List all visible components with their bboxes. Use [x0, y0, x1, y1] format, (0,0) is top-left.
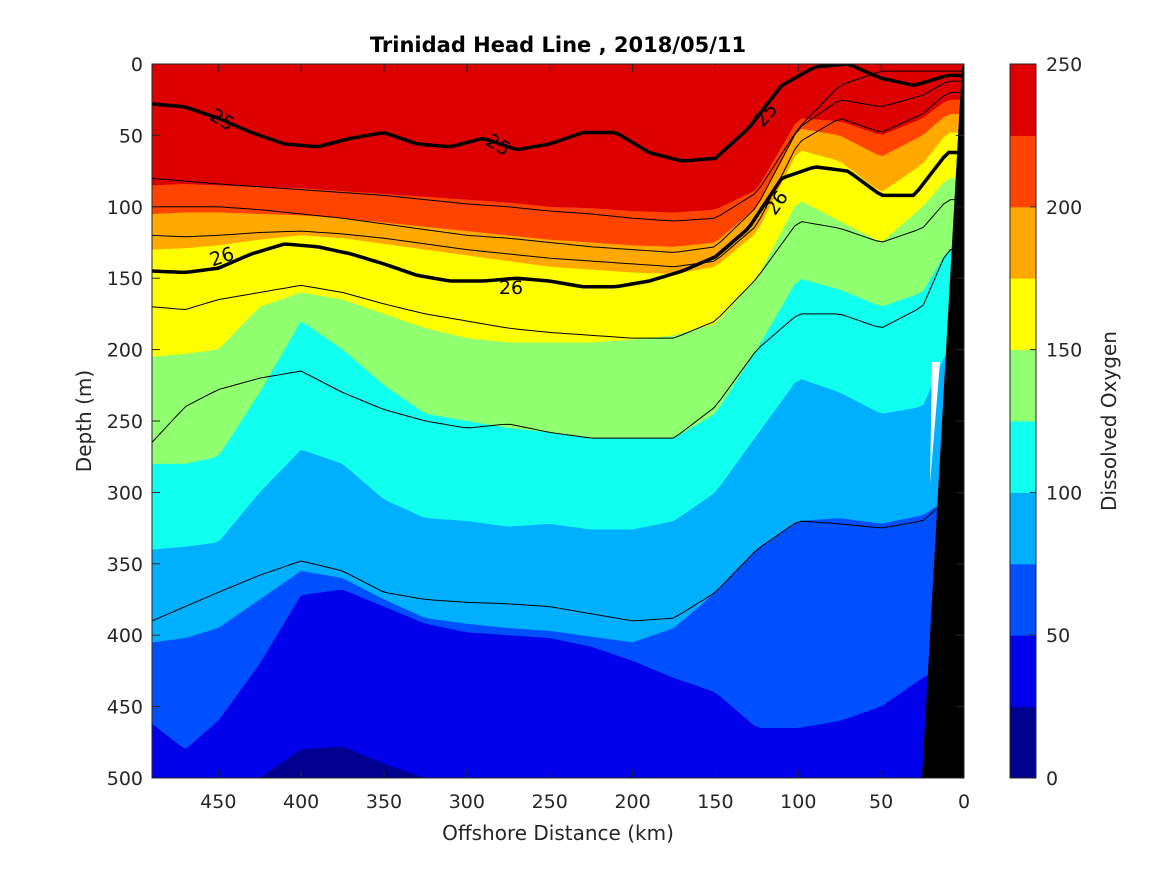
x-tick-label: 300 [449, 791, 485, 813]
oxygen-band-0 [152, 746, 964, 778]
chart-title: Trinidad Head Line , 2018/05/11 [370, 33, 746, 57]
colorbar-tick-label: 50 [1046, 625, 1070, 647]
y-tick-label: 50 [119, 125, 143, 147]
thin-density-contour-5 [152, 499, 964, 622]
thin-density-contours [152, 70, 964, 622]
bottom-topography [922, 66, 964, 778]
colorbar-frame [1009, 63, 1037, 779]
oxygen-bands [152, 64, 964, 778]
colorbar-segment-125 [1010, 349, 1036, 422]
y-tick-label: 450 [107, 697, 143, 719]
colorbar-segment-0 [1010, 706, 1036, 779]
colorbar-segment-225 [1010, 64, 1036, 136]
colorbar-segment-175 [1010, 206, 1036, 279]
x-tick-label: 50 [869, 791, 893, 813]
colorbar-label: Dissolved Oxygen [1097, 331, 1121, 511]
colorbar [1009, 63, 1037, 779]
density-contour-26 [152, 150, 964, 289]
x-tick-label: 400 [283, 791, 319, 813]
colorbar-tick-label: 150 [1046, 340, 1082, 362]
colorbar-segment-100 [1010, 421, 1036, 493]
colorbar-segment-50 [1010, 563, 1036, 636]
x-tick-label: 350 [366, 791, 402, 813]
x-tick-label: 200 [614, 791, 650, 813]
thin-density-contour-2 [152, 92, 964, 268]
thin-density-contour-1 [152, 80, 964, 253]
oxygen-band-25 [152, 589, 964, 778]
thin-density-contour-0 [152, 70, 964, 222]
x-tick-label: 150 [697, 791, 733, 813]
colorbar-segment-75 [1010, 492, 1036, 565]
plot-area [152, 64, 964, 778]
x-tick-label: 0 [958, 791, 970, 813]
topography-gap [930, 362, 940, 484]
y-tick-label: 250 [107, 411, 143, 433]
colorbar-tick-label: 250 [1046, 54, 1082, 76]
x-tick-label: 250 [532, 791, 568, 813]
x-tick-label: 450 [200, 791, 236, 813]
y-tick-label: 100 [107, 197, 143, 219]
y-tick-label: 300 [107, 482, 143, 504]
x-axis-ticks: 450 400 350 300 250 200 150 100 50 0 [200, 64, 970, 813]
y-axis-ticks: 0 50 100 150 200 250 300 350 400 450 500 [107, 54, 964, 790]
y-tick-label: 200 [107, 340, 143, 362]
colorbar-tick-label: 100 [1046, 482, 1082, 504]
y-tick-label: 400 [107, 625, 143, 647]
colorbar-tick-label: 200 [1046, 197, 1082, 219]
y-tick-label: 500 [107, 768, 143, 790]
thin-density-contour-3 [152, 199, 964, 339]
y-axis-label: Depth (m) [72, 370, 96, 472]
contour-label-26-1: 26 [499, 277, 523, 299]
thin-density-contour-4 [152, 249, 964, 443]
y-tick-label: 0 [131, 54, 143, 76]
colorbar-ticks: 0 50 100 150 200 250 [1030, 54, 1082, 790]
colorbar-segment-200 [1010, 135, 1036, 208]
colorbar-segment-25 [1010, 635, 1036, 708]
x-axis-label: Offshore Distance (km) [442, 821, 674, 845]
y-tick-label: 150 [107, 268, 143, 290]
labeled-density-contours [152, 64, 964, 289]
colorbar-tick-label: 0 [1046, 768, 1058, 790]
density-contour-25 [152, 64, 964, 163]
colorbar-segment-150 [1010, 278, 1036, 351]
y-tick-label: 350 [107, 554, 143, 576]
x-tick-label: 100 [780, 791, 816, 813]
